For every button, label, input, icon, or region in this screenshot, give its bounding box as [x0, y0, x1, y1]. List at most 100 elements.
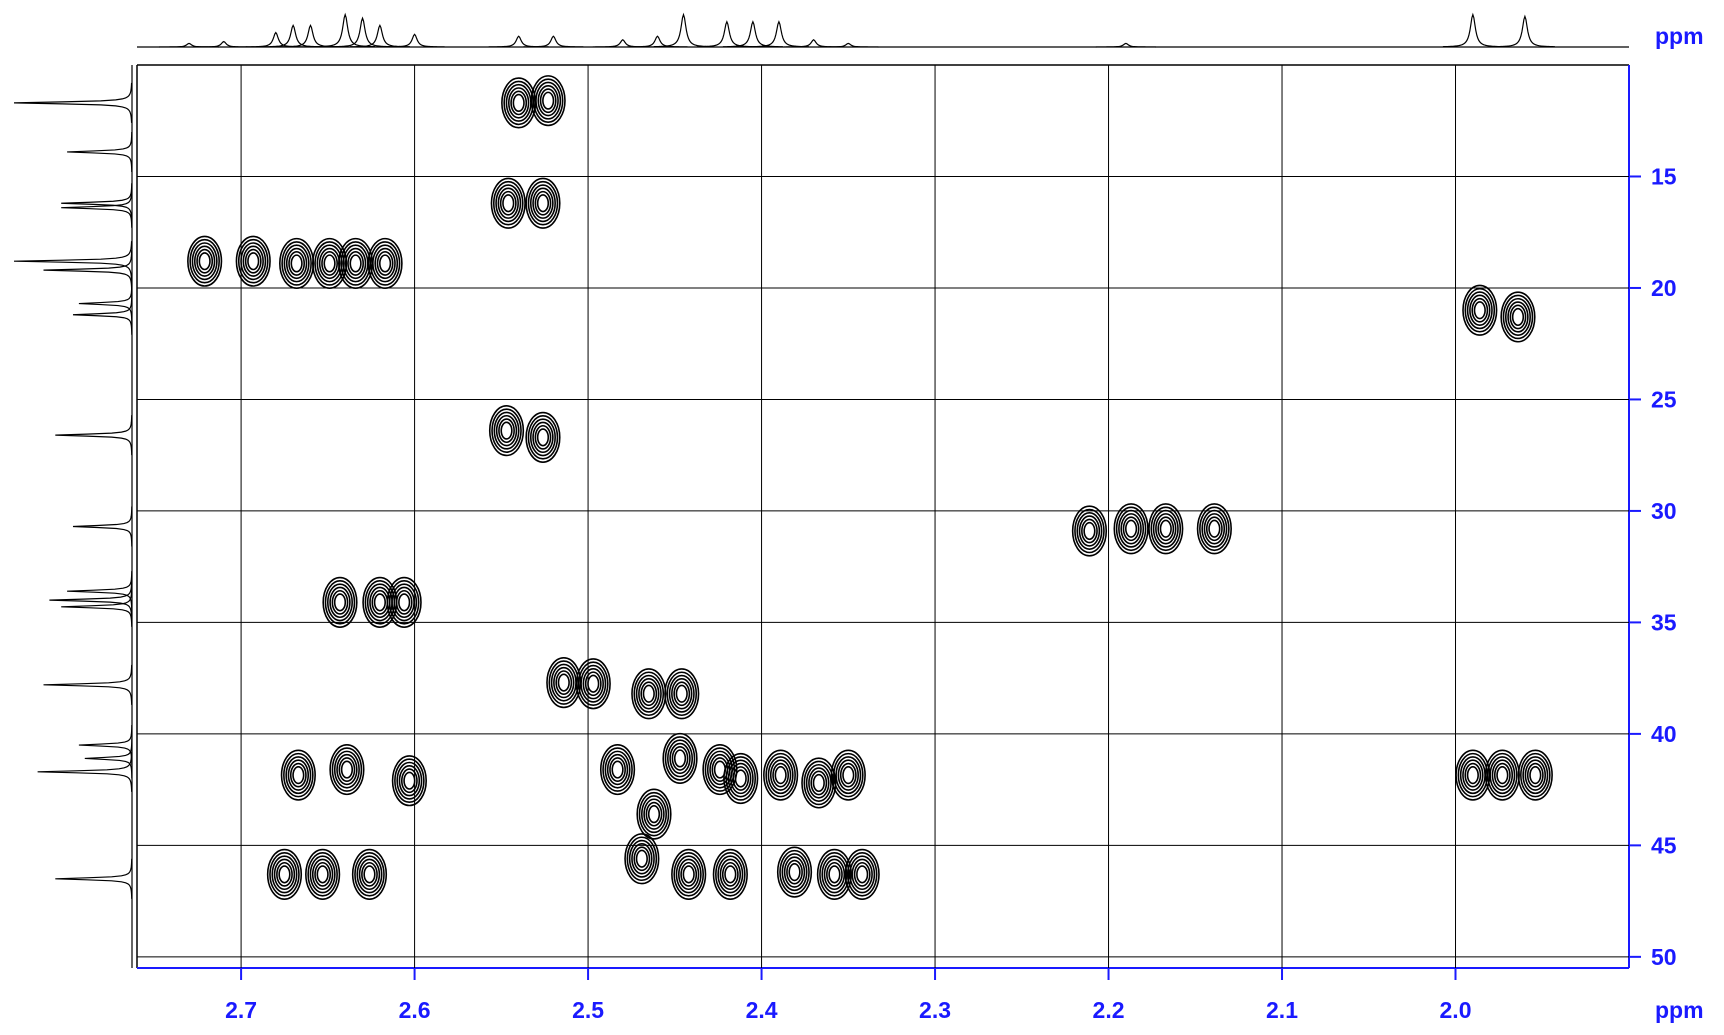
- contour: [1199, 506, 1230, 552]
- contour: [532, 421, 554, 454]
- contour: [1115, 506, 1147, 552]
- contour: [638, 791, 670, 837]
- contour: [1462, 284, 1498, 336]
- projection-peak: [1494, 14, 1555, 48]
- contour: [662, 732, 698, 785]
- contour: [781, 853, 808, 892]
- contour: [369, 241, 401, 286]
- contour: [237, 238, 269, 284]
- contour: [715, 852, 746, 897]
- contour: [724, 865, 737, 884]
- projection-peak: [49, 580, 133, 621]
- contour: [723, 752, 759, 805]
- contour: [765, 752, 796, 798]
- contour: [1520, 752, 1551, 798]
- contour: [828, 865, 841, 884]
- contour: [525, 177, 561, 229]
- contour: [347, 251, 364, 276]
- contour: [532, 187, 554, 219]
- contour: [776, 846, 813, 898]
- contour: [191, 242, 218, 281]
- contour: [1489, 756, 1516, 795]
- contour: [1529, 766, 1542, 785]
- contour: [635, 674, 662, 713]
- projection-peak: [67, 131, 133, 172]
- projection-peak: [722, 20, 783, 48]
- contour: [1491, 759, 1514, 791]
- contour: [584, 671, 602, 697]
- projection-peak: [55, 858, 133, 899]
- x-tick-label: 2.4: [746, 997, 778, 1023]
- contour: [497, 187, 519, 219]
- contour: [631, 843, 653, 875]
- contour: [333, 593, 347, 612]
- contour: [235, 235, 271, 287]
- contour: [280, 749, 316, 801]
- contour: [1466, 766, 1479, 785]
- contour: [363, 865, 376, 884]
- x-tick-label: 2.0: [1440, 997, 1472, 1023]
- contour: [1157, 516, 1175, 542]
- contour: [502, 194, 515, 213]
- contour: [281, 241, 312, 286]
- contour: [640, 681, 658, 707]
- projection-peak: [61, 187, 133, 228]
- contour: [1159, 519, 1172, 538]
- contour: [322, 576, 358, 628]
- contour: [846, 852, 878, 897]
- contour: [667, 739, 694, 778]
- projection-peak: [384, 33, 445, 48]
- contour: [1208, 519, 1221, 538]
- contour: [187, 235, 223, 287]
- contour: [853, 861, 871, 887]
- contour: [1466, 291, 1493, 330]
- projection-peak: [488, 35, 549, 48]
- contour: [849, 855, 876, 894]
- contour: [624, 833, 660, 885]
- contour: [645, 801, 663, 827]
- contour: [530, 75, 566, 127]
- contour: [366, 583, 393, 622]
- contour: [311, 858, 334, 891]
- contour: [488, 405, 525, 457]
- contour: [336, 753, 358, 786]
- contour: [839, 762, 857, 788]
- x-axis-label: ppm: [1655, 997, 1704, 1023]
- contour: [788, 863, 801, 882]
- contour: [391, 755, 427, 807]
- contour: [198, 252, 211, 271]
- contour: [664, 736, 696, 781]
- contour: [393, 586, 415, 619]
- projection-peak: [72, 506, 133, 547]
- contour: [633, 846, 651, 872]
- contour: [1081, 518, 1098, 544]
- contour: [498, 418, 515, 444]
- contour: [669, 742, 691, 775]
- contour: [527, 415, 559, 460]
- contour: [575, 658, 611, 710]
- contour: [826, 861, 843, 887]
- contour: [830, 749, 866, 801]
- contour: [396, 761, 423, 800]
- contour: [767, 756, 794, 795]
- contour: [505, 83, 532, 122]
- contour: [772, 762, 790, 788]
- contour: [664, 668, 700, 720]
- contour: [247, 252, 260, 271]
- contour: [643, 798, 665, 830]
- contour: [638, 678, 660, 710]
- contour: [1469, 294, 1491, 326]
- contour: [324, 580, 356, 625]
- contour: [374, 247, 396, 280]
- projection-peak: [13, 241, 133, 282]
- contour: [1113, 503, 1149, 555]
- contour: [391, 583, 418, 622]
- contour: [730, 762, 752, 795]
- projection-peak: [748, 20, 809, 48]
- contour: [640, 795, 667, 834]
- contour: [1196, 503, 1232, 555]
- contour: [534, 424, 552, 450]
- contour: [633, 671, 665, 717]
- contour: [1148, 503, 1184, 555]
